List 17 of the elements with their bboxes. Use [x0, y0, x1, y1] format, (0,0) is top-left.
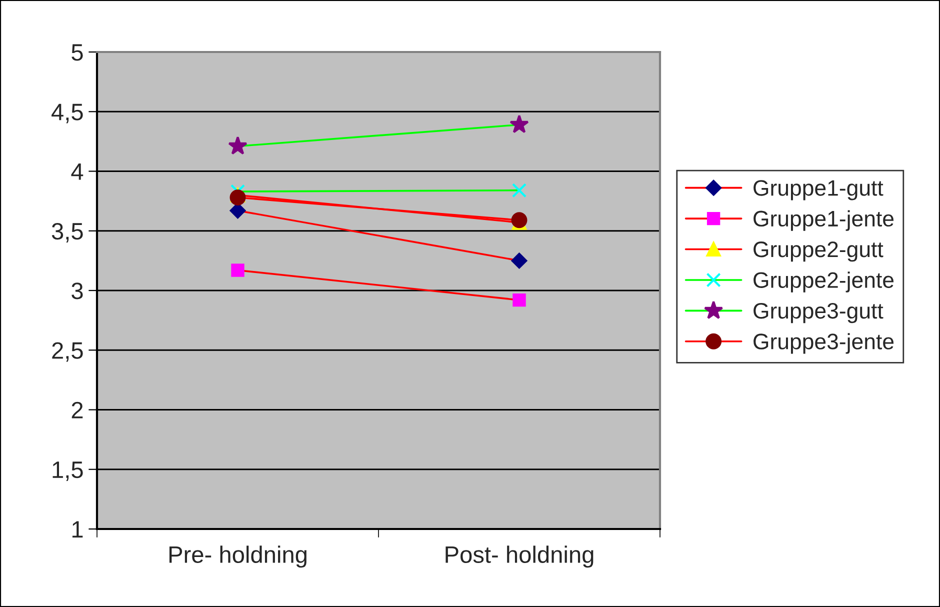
x-tick-label: Post- holdning [446, 546, 594, 568]
legend-label: Gruppe1-jente [754, 210, 894, 231]
y-tick-label: 4,5 [52, 104, 83, 124]
y-tick-label: 1 [72, 521, 83, 538]
legend-label: Gruppe2-jente [754, 272, 894, 292]
legend-label: Gruppe3-gutt [754, 302, 884, 324]
y-tick-label: 3,5 [52, 222, 83, 242]
y-tick-label: 1,5 [52, 462, 83, 481]
y-tick-label: 2 [72, 402, 83, 418]
y-tick-label: 5 [72, 44, 83, 61]
x-tick-label: Pre- holdning [169, 546, 306, 568]
legend-label: Gruppe2-gutt [754, 242, 884, 262]
y-tick-label: 2,5 [52, 342, 83, 362]
legend-label: Gruppe1-gutt [754, 180, 884, 200]
legend-label: Gruppe3-jente [754, 333, 894, 354]
y-tick-label: 4 [71, 164, 84, 180]
y-tick-label: 3 [72, 282, 83, 300]
